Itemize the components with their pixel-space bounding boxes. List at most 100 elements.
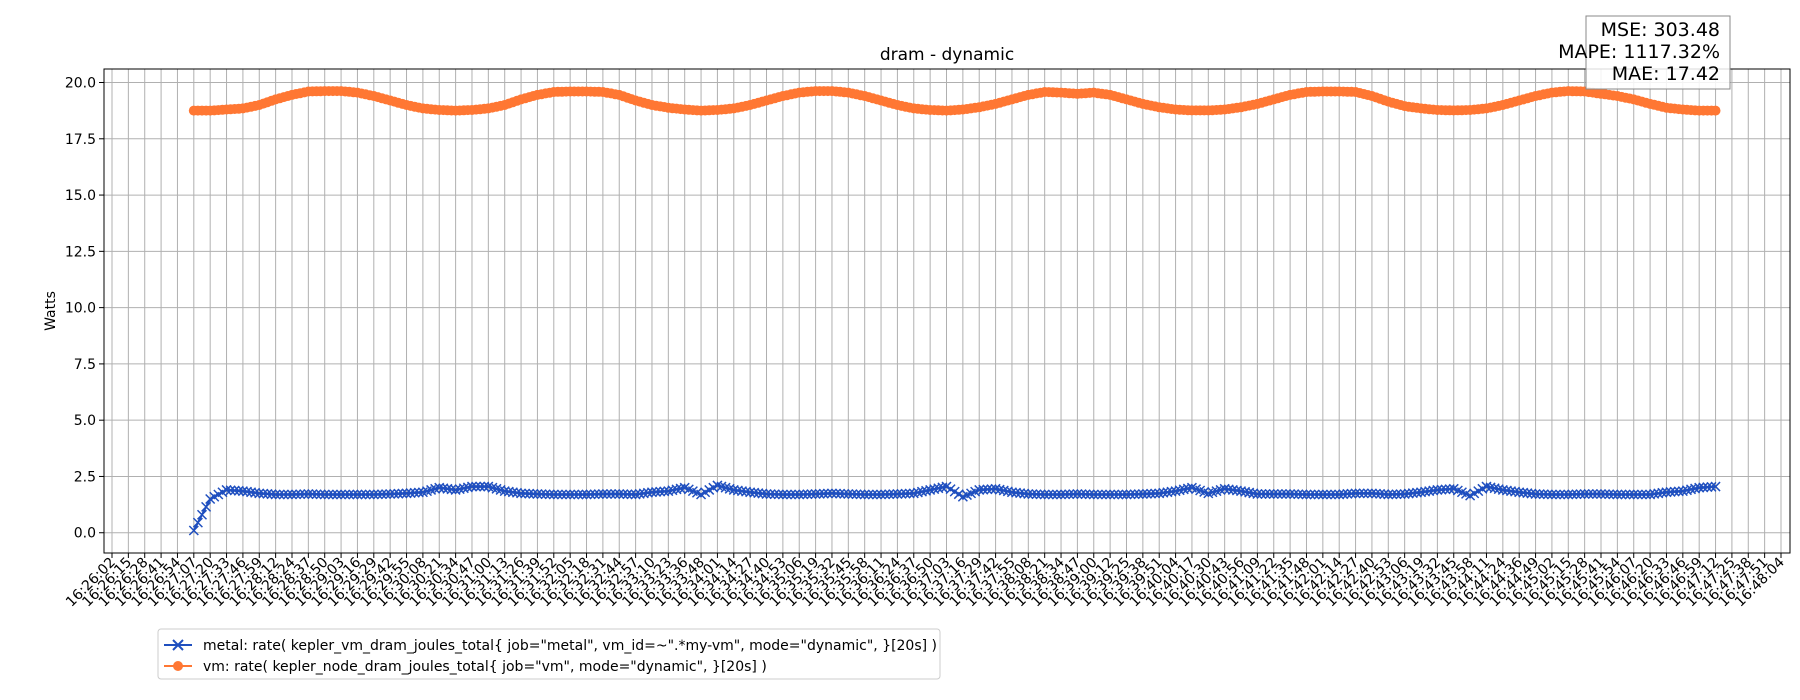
- data-point: [998, 485, 1009, 496]
- y-tick-label: 2.5: [74, 469, 96, 485]
- data-point: [454, 484, 465, 495]
- chart-title: dram - dynamic: [880, 45, 1014, 65]
- data-point: [1096, 489, 1107, 500]
- data-point: [1240, 486, 1251, 497]
- data-point: [1571, 489, 1582, 500]
- data-point: [1285, 488, 1296, 500]
- data-point: [225, 485, 236, 496]
- data-point: [1129, 489, 1140, 500]
- data-point: [1031, 489, 1042, 500]
- data-point: [507, 487, 518, 498]
- data-point: [786, 489, 797, 500]
- data-point: [1027, 489, 1038, 500]
- data-point: [839, 488, 850, 499]
- data-point: [1244, 487, 1255, 498]
- data-point: [745, 487, 756, 498]
- data-point: [1600, 489, 1611, 500]
- data-point: [1661, 487, 1672, 498]
- legend-item-metal: metal: rate( kepler_vm_dram_joules_total…: [164, 638, 937, 654]
- data-point: [1321, 489, 1332, 500]
- data-point: [1006, 487, 1017, 498]
- stats-mape: MAPE: 1117.32%: [1558, 41, 1720, 63]
- data-point: [1334, 489, 1345, 500]
- data-point: [1632, 489, 1643, 500]
- data-point: [221, 484, 232, 495]
- data-point: [520, 488, 531, 499]
- data-point: [1628, 489, 1639, 500]
- stats-mse: MSE: 303.48: [1601, 19, 1720, 41]
- data-point: [401, 488, 412, 499]
- data-point: [581, 489, 592, 500]
- data-point: [859, 489, 870, 500]
- data-point: [1158, 487, 1169, 498]
- data-point: [1301, 489, 1312, 500]
- data-point: [356, 489, 367, 500]
- data-point: [307, 489, 318, 500]
- data-point: [237, 486, 248, 497]
- data-point: [1125, 489, 1136, 500]
- data-point: [761, 488, 772, 500]
- data-point: [1264, 488, 1275, 500]
- data-point: [1677, 486, 1688, 497]
- data-point: [1640, 489, 1652, 500]
- data-point: [409, 487, 420, 498]
- data-point: [1505, 486, 1517, 497]
- data-point: [732, 485, 743, 496]
- data-point: [1538, 489, 1549, 500]
- data-point: [327, 489, 338, 500]
- data-point: [1501, 485, 1512, 496]
- data-point: [974, 484, 985, 495]
- data-point: [286, 489, 298, 500]
- data-point: [1649, 488, 1660, 499]
- data-point: [1121, 489, 1132, 500]
- data-point: [1256, 488, 1267, 500]
- data-point: [814, 488, 825, 499]
- data-point: [524, 488, 535, 499]
- series-vm: [188, 86, 1721, 116]
- data-point: [552, 489, 563, 500]
- y-tick-label: 0.0: [74, 526, 96, 542]
- data-point: [1424, 486, 1435, 497]
- data-point: [1305, 489, 1316, 500]
- data-point: [646, 487, 658, 498]
- data-point: [1002, 486, 1013, 497]
- legend-marker-vm: [173, 661, 183, 671]
- data-point: [753, 488, 764, 499]
- data-point: [1260, 488, 1271, 500]
- data-point: [573, 489, 584, 500]
- data-point: [626, 489, 637, 500]
- data-point: [1420, 486, 1431, 497]
- legend-label-vm: vm: rate( kepler_node_dram_joules_total{…: [203, 659, 767, 675]
- data-point: [1231, 485, 1242, 496]
- data-point: [1375, 488, 1386, 499]
- legend: metal: rate( kepler_vm_dram_joules_total…: [157, 628, 941, 680]
- data-point: [1706, 481, 1717, 492]
- data-point: [1268, 488, 1279, 500]
- data-point: [1559, 489, 1570, 500]
- data-point: [638, 488, 649, 499]
- data-point: [196, 509, 208, 520]
- legend-label-metal: metal: rate( kepler_vm_dram_joules_total…: [203, 638, 937, 654]
- data-point: [471, 481, 482, 492]
- data-point: [597, 488, 608, 500]
- data-point: [348, 489, 359, 500]
- data-point: [1162, 487, 1173, 498]
- data-point: [794, 489, 805, 500]
- data-point: [1182, 483, 1193, 494]
- data-point: [880, 489, 891, 500]
- data-point: [331, 489, 343, 500]
- data-point: [1105, 489, 1116, 500]
- y-tick-label: 7.5: [74, 357, 96, 373]
- data-point: [1481, 481, 1492, 492]
- data-point: [884, 489, 895, 500]
- data-point: [630, 489, 641, 500]
- data-point: [1563, 489, 1574, 500]
- data-point: [655, 486, 666, 497]
- data-point: [736, 486, 747, 497]
- data-point: [1330, 489, 1341, 500]
- data-point: [896, 488, 907, 499]
- data-point: [1051, 489, 1062, 500]
- data-point: [516, 488, 527, 499]
- data-point: [540, 489, 551, 500]
